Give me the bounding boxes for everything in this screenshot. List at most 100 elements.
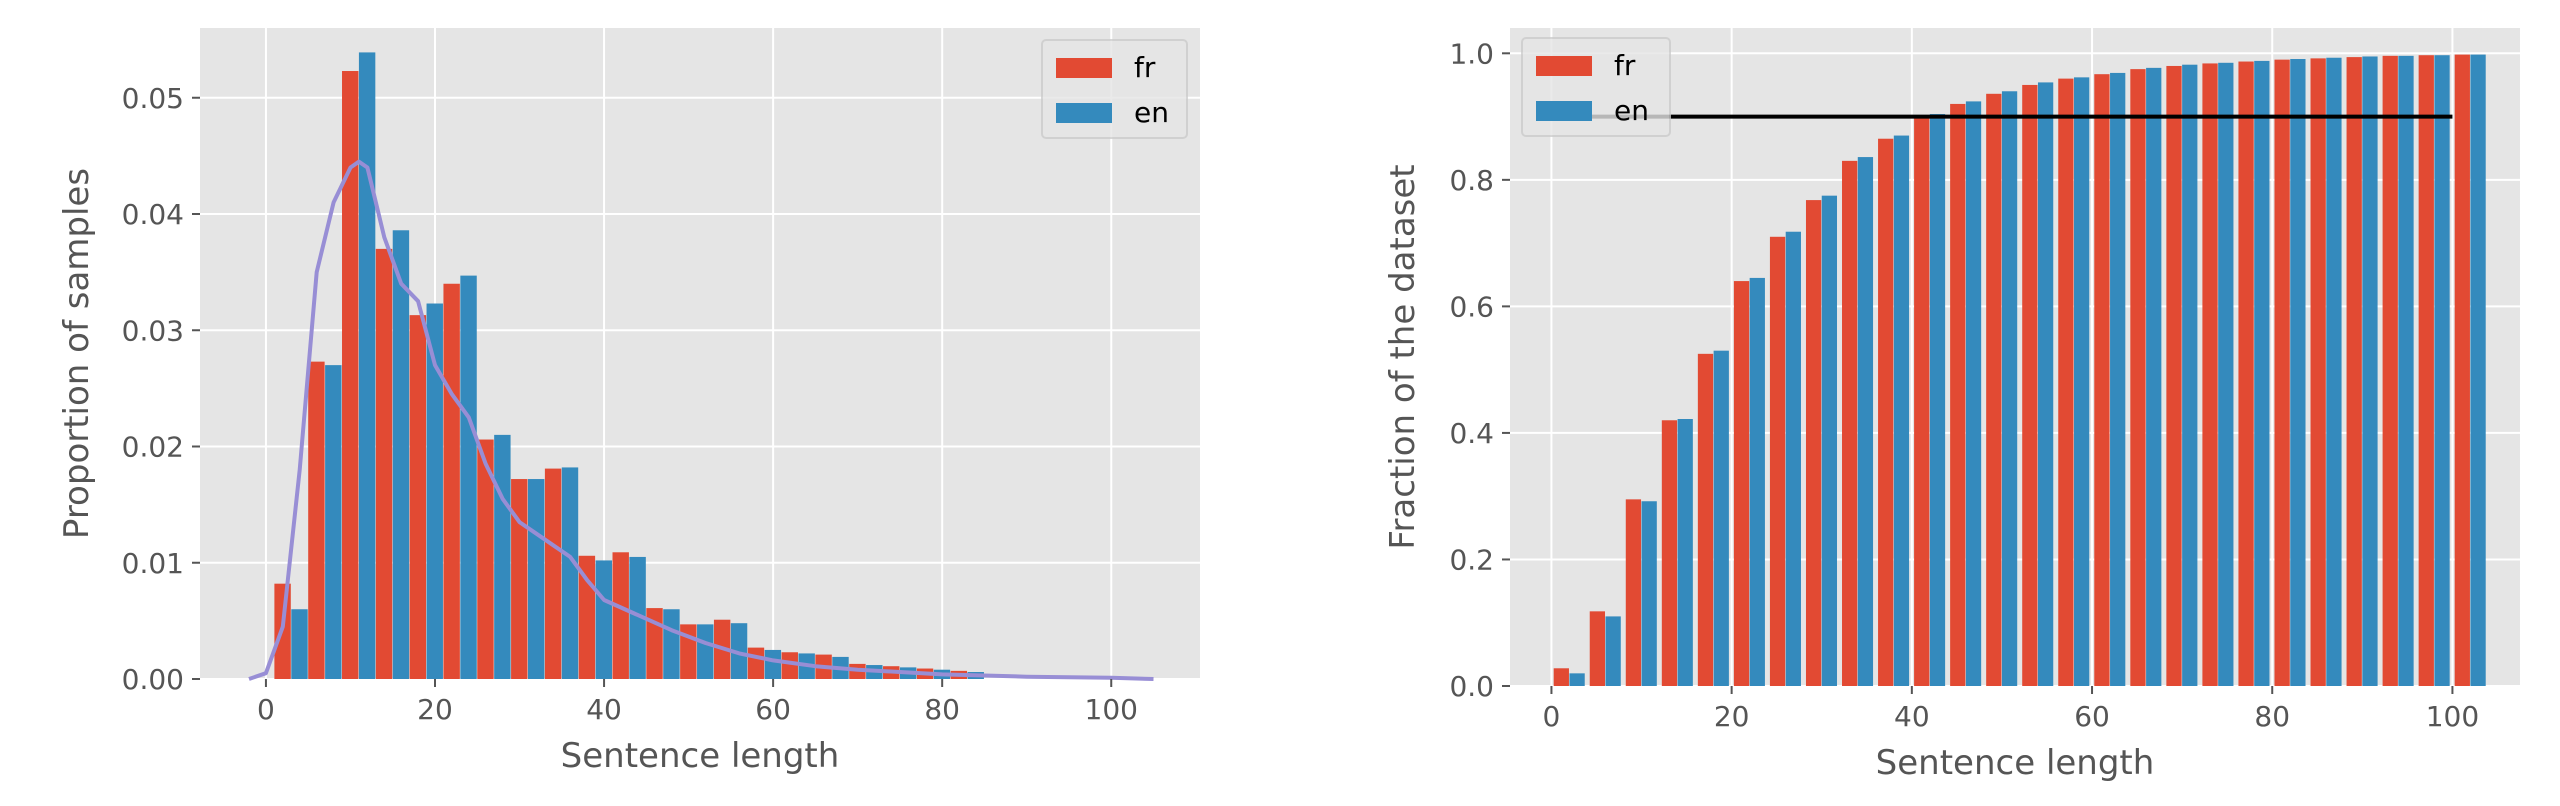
- bar-fr: [2454, 54, 2470, 687]
- bar-fr: [1697, 353, 1714, 686]
- y-tick-label: 0.00: [122, 663, 184, 696]
- bar-fr: [1769, 236, 1786, 687]
- bar-fr: [2094, 74, 2110, 687]
- bar-en: [2254, 60, 2270, 686]
- kde-curve: [248, 159, 1154, 681]
- bar-en: [2110, 72, 2126, 687]
- bar-en: [1605, 616, 1621, 686]
- bar-fr: [409, 315, 427, 679]
- bar-en: [527, 479, 545, 679]
- bar-fr: [2310, 58, 2326, 686]
- bar-en: [2037, 82, 2054, 686]
- bar-fr: [1589, 611, 1606, 686]
- legend-swatch-fr: [1536, 56, 1592, 76]
- bar-en: [2434, 55, 2450, 687]
- bar-fr: [477, 439, 494, 679]
- bar-en: [2326, 57, 2342, 687]
- x-axis-label: Sentence length: [1876, 743, 2155, 783]
- bar-en: [1641, 501, 1657, 686]
- bar-en: [730, 623, 748, 679]
- y-tick-label: 0.04: [122, 198, 184, 231]
- y-tick-label: 0.01: [122, 547, 184, 580]
- bar-en: [663, 609, 680, 679]
- bar-en: [392, 230, 410, 679]
- bar-en: [2290, 59, 2306, 686]
- y-tick-label: 0.0: [1449, 670, 1494, 703]
- bar-fr: [1950, 103, 1966, 686]
- legend-label-fr: fr: [1134, 51, 1156, 84]
- x-tick-label: 40: [1894, 700, 1930, 733]
- bar-fr: [2274, 59, 2290, 686]
- bar-fr: [1805, 200, 1822, 687]
- y-tick-label: 0.05: [122, 82, 184, 115]
- y-axis-label: Fraction of the dataset: [1383, 164, 1423, 549]
- bar-fr: [342, 71, 359, 679]
- bar-en: [358, 52, 376, 680]
- bar-fr: [2382, 55, 2398, 687]
- bar-fr: [2418, 55, 2434, 687]
- bar-en: [2074, 77, 2090, 687]
- bar-fr: [308, 361, 325, 679]
- bar-fr: [511, 479, 528, 679]
- y-tick-label: 0.4: [1449, 417, 1494, 450]
- x-tick-label: 100: [2426, 700, 2479, 733]
- x-tick-label: 60: [2074, 700, 2110, 733]
- bar-en: [1857, 157, 1874, 687]
- bar-en: [629, 556, 646, 679]
- bar-fr: [2058, 78, 2074, 687]
- y-axis-label: Proportion of samples: [57, 168, 97, 539]
- bar-fr: [2238, 61, 2254, 686]
- y-tick-label: 1.0: [1449, 37, 1494, 70]
- y-tick-label: 0.03: [122, 314, 184, 347]
- bar-fr: [1661, 420, 1678, 686]
- bar-en: [1821, 195, 1838, 687]
- bar-fr: [1914, 116, 1930, 687]
- x-tick-label: 20: [1714, 700, 1750, 733]
- bar-fr: [1553, 668, 1569, 686]
- bar-en: [291, 609, 308, 679]
- bar-fr: [443, 283, 460, 679]
- bar-en: [595, 560, 613, 679]
- bar-en: [561, 467, 579, 679]
- x-tick-label: 60: [755, 693, 791, 726]
- x-axis-label: Sentence length: [561, 736, 840, 776]
- x-tick-label: 0: [257, 693, 275, 726]
- left-histogram-chart: 0 20 40 60 80 100 0.00 0.01 0.02 0.03 0.04 0.05 Sent…: [57, 28, 1200, 776]
- bar-fr: [2130, 69, 2146, 686]
- bar-en: [2470, 54, 2486, 687]
- bar-fr: [2346, 57, 2362, 687]
- bar-fr: [375, 248, 393, 679]
- x-tick-label: 40: [586, 693, 622, 726]
- bar-en: [2001, 91, 2018, 687]
- bar-fr: [544, 468, 562, 679]
- x-tick-label: 80: [924, 693, 960, 726]
- bar-fr: [2202, 63, 2218, 686]
- bar-fr: [612, 552, 629, 679]
- y-tick-label: 0.8: [1449, 164, 1494, 197]
- bar-en: [1965, 101, 1982, 686]
- legend-swatch-en: [1536, 101, 1592, 121]
- bar-en: [325, 365, 342, 679]
- bar-en: [2218, 62, 2234, 686]
- bar-fr: [1878, 138, 1894, 686]
- bar-en: [2362, 56, 2378, 687]
- legend-swatch-en: [1056, 103, 1112, 123]
- bar-fr: [2166, 65, 2182, 686]
- bar-en: [2182, 64, 2198, 686]
- bar-en: [1893, 135, 1910, 687]
- bar-en: [2146, 67, 2162, 686]
- x-tick-label: 20: [417, 693, 453, 726]
- x-tick-label: 100: [1085, 693, 1138, 726]
- bar-en: [460, 275, 477, 679]
- y-tick-label: 0.2: [1449, 543, 1494, 576]
- bar-en: [494, 434, 511, 679]
- right-cumulative-chart: 0 20 40 60 80 100 0.0 0.2 0.4 0.6 0.8 1.0 Sentence l…: [1383, 28, 2520, 783]
- bar-en: [2398, 55, 2414, 687]
- bar-fr: [1842, 160, 1858, 687]
- bar-fr: [1733, 281, 1750, 686]
- legend-label-fr: fr: [1614, 49, 1636, 82]
- bar-en: [1569, 673, 1585, 686]
- bar-en: [426, 303, 443, 679]
- bar-fr: [781, 652, 798, 679]
- bar-fr: [2022, 84, 2038, 686]
